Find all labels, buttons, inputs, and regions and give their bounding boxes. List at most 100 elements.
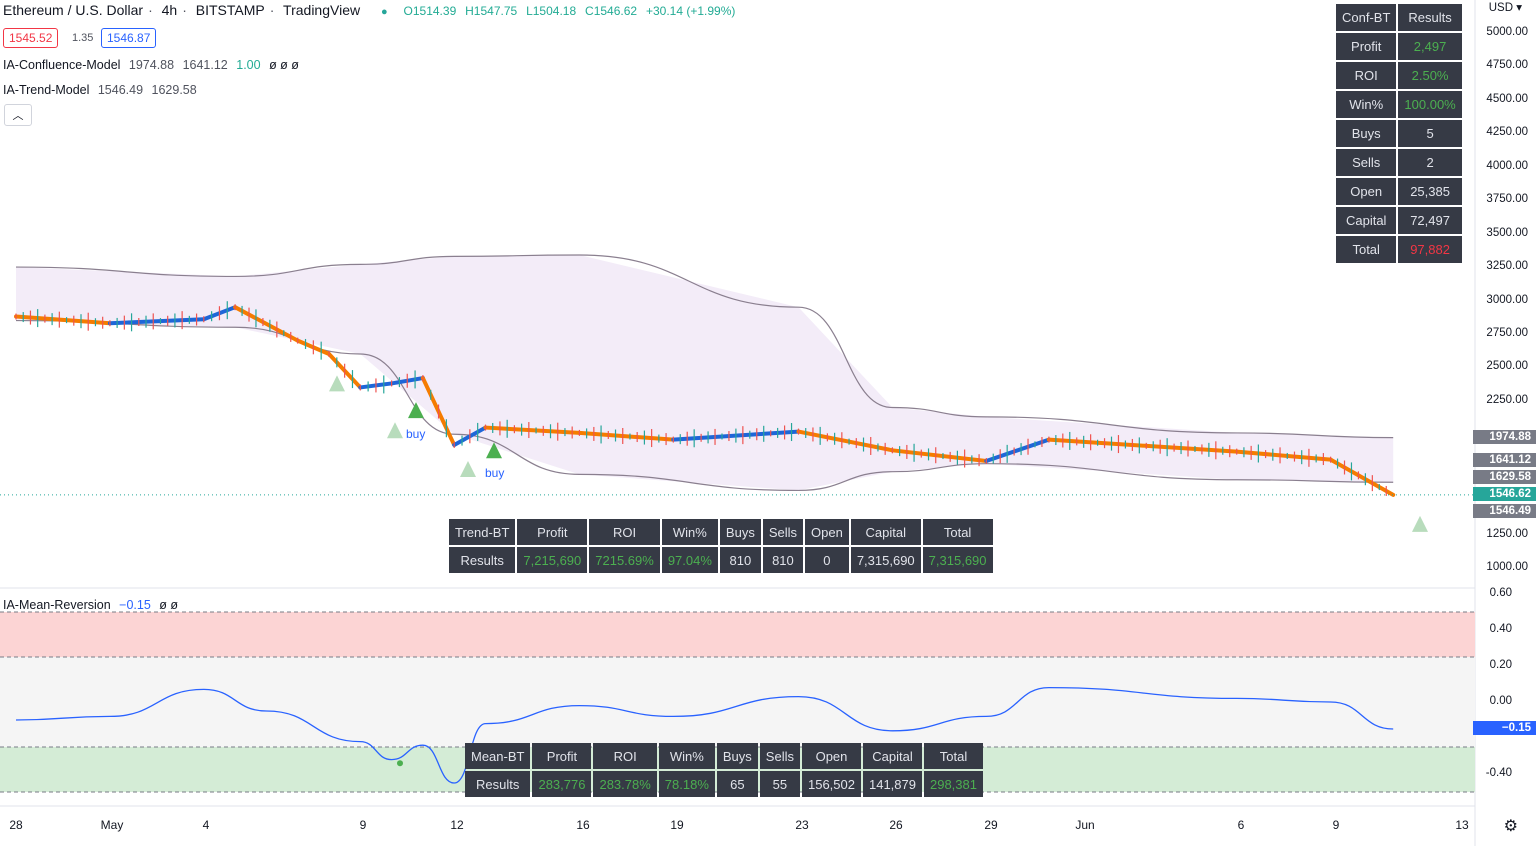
ohlc-open: O1514.39 (403, 4, 457, 18)
collapse-legend-button[interactable]: ︿ (4, 104, 32, 126)
time-tick-label: 29 (984, 818, 998, 832)
table-row: Buys 5 (1336, 120, 1462, 147)
confluence-v1: 1974.88 (128, 58, 175, 72)
settings-gear-icon[interactable]: ⚙ (1503, 818, 1518, 835)
price-tick-label: 3500.00 (1486, 226, 1528, 239)
table-cell: 141,879 (862, 771, 922, 797)
table-header-cell: Conf-BT (1336, 4, 1397, 31)
currency-selector[interactable]: USD ▾ (1489, 0, 1522, 14)
row-value: 5 (1398, 120, 1462, 147)
strong-buy-marker (486, 442, 502, 459)
row-label: Total (1336, 236, 1397, 263)
table-cell: 7,215,690 (517, 547, 588, 573)
table-header-cell: Buys (719, 519, 761, 545)
row-label: Buys (1336, 120, 1397, 147)
price-tick-label: 4000.00 (1486, 159, 1528, 172)
trend-segment (984, 437, 1051, 463)
meanrev-legend[interactable]: IA-Mean-Reversion −0.15 ø ø (3, 598, 183, 612)
time-tick-label: 9 (359, 818, 367, 832)
oscillator-tick-label: 0.00 (1489, 695, 1512, 707)
price-tag: 1546.62 (1473, 487, 1536, 501)
price-tick-label: 4750.00 (1486, 59, 1528, 72)
trend-segment (233, 305, 300, 343)
row-label: ROI (1336, 62, 1397, 89)
table-row: Results 7,215,690 7215.69% 97.04% 810 81… (449, 547, 993, 573)
table-cell: 7,315,690 (850, 547, 921, 573)
row-label: Capital (1336, 207, 1397, 234)
mean-bt-table: Mean-BT Profit ROI Win% Buys Sells Open … (463, 741, 985, 799)
time-tick-label: 13 (1455, 818, 1469, 832)
ohlc-change: +30.14 (+1.99%) (645, 4, 736, 18)
trend-v2: 1629.58 (151, 83, 197, 97)
table-header-cell: Profit (532, 743, 592, 769)
oscillator-value-tag: −0.15 (1473, 721, 1536, 735)
confluence-name: IA-Confluence-Model (3, 58, 121, 72)
trend-segment (1234, 449, 1333, 462)
conf-bt-table: Conf-BT Results Profit 2,497 ROI 2.50% Win… (1334, 2, 1464, 265)
table-cell: 0 (805, 547, 849, 573)
table-header-cell: Profit (517, 519, 588, 545)
price-tick-label: 3750.00 (1486, 193, 1528, 206)
symbol-name[interactable]: Ethereum / U.S. Dollar (3, 2, 144, 18)
ohlc-high: H1547.75 (465, 4, 518, 18)
table-header-cell: Mean-BT (465, 743, 531, 769)
row-label: Sells (1336, 149, 1397, 176)
table-header-cell: Win% (658, 743, 715, 769)
bid-price[interactable]: 1545.52 (3, 28, 59, 48)
confluence-v3: 1.00 (236, 58, 261, 72)
table-header-cell: Open (805, 519, 849, 545)
table-cell: 810 (762, 547, 804, 573)
chevron-down-icon: ▾ (1516, 2, 1522, 14)
envelope-fill (16, 255, 1394, 491)
time-tick-label: 16 (576, 818, 590, 832)
price-tick-label: 3000.00 (1486, 293, 1528, 306)
row-value: 25,385 (1398, 178, 1462, 205)
table-row: Win% 100.00% (1336, 91, 1462, 118)
price-tag: 1974.88 (1473, 430, 1536, 444)
price-tick-label: 1000.00 (1486, 561, 1528, 573)
row-value: 2,497 (1398, 33, 1462, 60)
oscillator-tick-label: 0.20 (1489, 659, 1512, 671)
table-header-row: Mean-BT Profit ROI Win% Buys Sells Open … (465, 743, 983, 769)
currency-label: USD (1488, 2, 1514, 14)
row-value: 100.00% (1398, 91, 1462, 118)
table-header-cell: Trend-BT (449, 519, 516, 545)
spread-value: 1.35 (72, 32, 94, 44)
table-header-cell: Capital (850, 519, 921, 545)
symbol-legend: Ethereum / U.S. Dollar · 4h · BITSTAMP · Tr… (3, 2, 736, 18)
trend-segment (483, 425, 582, 435)
table-header-cell: Open (801, 743, 861, 769)
row-value: 72,497 (1398, 207, 1462, 234)
trend-legend[interactable]: IA-Trend-Model 1546.49 1629.58 (3, 83, 202, 97)
buy-signal-marker (387, 422, 403, 439)
time-tick-label: 4 (202, 818, 210, 832)
confluence-v4: ø ø ø (269, 58, 299, 72)
table-row: Open 25,385 (1336, 178, 1462, 205)
time-tick-label: Jun (1075, 818, 1095, 832)
strong-buy-marker (408, 402, 424, 419)
time-tick-label: 19 (670, 818, 684, 832)
trend-bt-table: Trend-BT Profit ROI Win% Buys Sells Open… (447, 517, 995, 575)
table-cell: 156,502 (801, 771, 861, 797)
ask-price[interactable]: 1546.87 (101, 28, 157, 48)
price-tag: 1629.58 (1473, 470, 1536, 484)
data-source: TradingView (283, 2, 361, 18)
timeframe[interactable]: 4h (161, 2, 178, 18)
ohlc-close: C1546.62 (585, 4, 638, 18)
oscillator-tick-label: 0.40 (1489, 623, 1512, 635)
price-tick-label: 5000.00 (1486, 26, 1528, 38)
confluence-legend[interactable]: IA-Confluence-Model 1974.88 1641.12 1.00… (3, 58, 304, 72)
trend-segment (796, 429, 895, 453)
table-row: Results 283,776 283.78% 78.18% 65 55 156… (465, 771, 983, 797)
row-label: Win% (1336, 91, 1397, 118)
oscillator-signal-dot (397, 760, 403, 767)
buy-signal-marker (1412, 515, 1428, 532)
table-header-cell: Win% (661, 519, 718, 545)
exchange: BITSTAMP (195, 2, 265, 18)
price-tick-label: 2250.00 (1486, 393, 1528, 406)
table-header-cell: Total (922, 519, 993, 545)
table-header-row: Trend-BT Profit ROI Win% Buys Sells Open… (449, 519, 993, 545)
oscillator-tick-label: 0.60 (1489, 587, 1512, 599)
meanrev-v1: −0.15 (119, 598, 151, 612)
